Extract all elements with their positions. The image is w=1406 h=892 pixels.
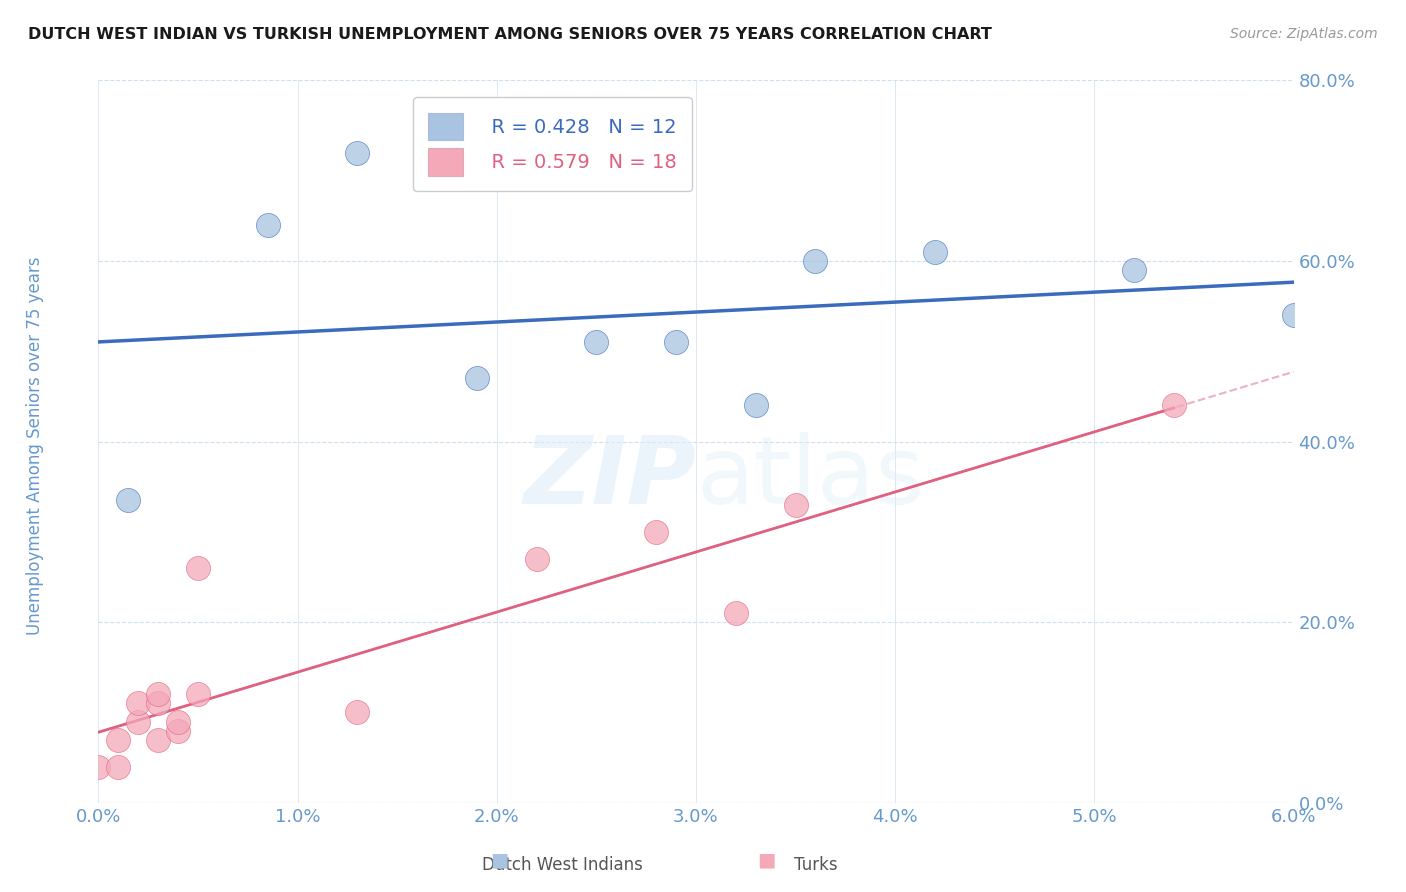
Legend:   R = 0.428   N = 12,   R = 0.579   N = 18: R = 0.428 N = 12, R = 0.579 N = 18 (413, 97, 692, 191)
Text: ■: ■ (756, 851, 776, 870)
Text: atlas: atlas (696, 432, 924, 524)
Text: ZIP: ZIP (523, 432, 696, 524)
Point (167, 714, 190, 729)
Point (107, 732, 129, 747)
Text: Turks: Turks (793, 856, 838, 874)
Point (346, 145, 368, 160)
Point (187, 687, 209, 701)
Point (127, 697, 149, 711)
Point (465, 371, 488, 385)
Text: DUTCH WEST INDIAN VS TURKISH UNEMPLOYMENT AMONG SENIORS OVER 75 YEARS CORRELATIO: DUTCH WEST INDIAN VS TURKISH UNEMPLOYMEN… (28, 27, 993, 42)
Point (256, 218, 278, 232)
Point (645, 524, 668, 539)
Point (187, 561, 209, 575)
Point (117, 493, 139, 508)
Point (127, 714, 149, 729)
Point (665, 335, 688, 350)
Text: Source: ZipAtlas.com: Source: ZipAtlas.com (1230, 27, 1378, 41)
Text: Unemployment Among Seniors over 75 years: Unemployment Among Seniors over 75 years (27, 257, 44, 635)
Point (148, 697, 170, 711)
Point (1123, 263, 1146, 277)
Point (148, 687, 170, 701)
Point (724, 606, 747, 620)
Point (148, 732, 170, 747)
Point (1282, 308, 1305, 322)
Point (346, 706, 368, 720)
Point (585, 335, 607, 350)
Point (1163, 398, 1185, 412)
Point (785, 498, 807, 512)
Point (107, 760, 129, 774)
Point (87, 760, 110, 774)
Point (804, 254, 827, 268)
Text: ■: ■ (489, 851, 509, 870)
Point (745, 398, 768, 412)
Point (526, 552, 548, 566)
Point (167, 723, 190, 738)
Text: Dutch West Indians: Dutch West Indians (482, 856, 643, 874)
Point (924, 244, 946, 259)
